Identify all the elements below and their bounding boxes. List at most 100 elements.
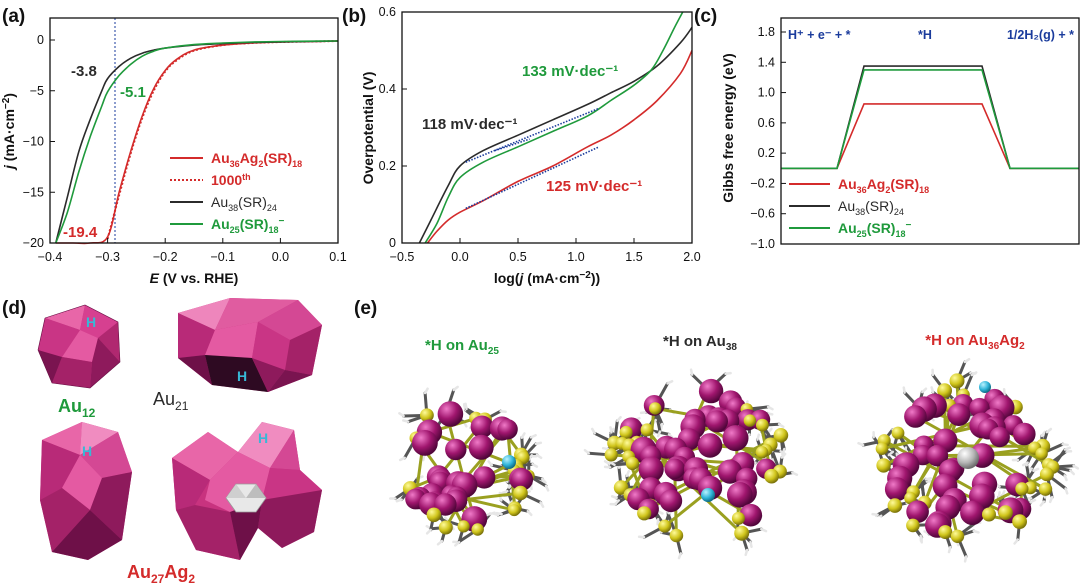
- legend-label-au25: Au25(SR)18−: [211, 216, 284, 235]
- hydrogen-bond: [656, 430, 662, 438]
- h-marker-au27ag2-b: H: [258, 430, 268, 446]
- chart-c-ytick-label: −0.2: [750, 176, 775, 190]
- gold-atom: [698, 378, 724, 404]
- chart-b-ytick-label: 0.2: [379, 159, 396, 173]
- hydrogen-bond: [1061, 442, 1069, 447]
- chart-b: −0.5 0.0 0.5 1.0 1.5 2.0 0 0.2 0.4 0.6 Overpotent…: [360, 5, 701, 286]
- hydrogen-bond: [659, 422, 664, 431]
- hydrogen-bond: [777, 422, 785, 429]
- sulfur-atom: [755, 446, 769, 459]
- sulfur-atom: [508, 504, 521, 517]
- gold-atom: [510, 468, 534, 491]
- gold-atom: [437, 401, 464, 427]
- chart-a-annot-au25: -5.1: [120, 84, 146, 101]
- hydrogen-bond: [1002, 388, 1006, 396]
- hydrogen-bond: [677, 552, 683, 560]
- hydrogen-bond: [1029, 498, 1037, 504]
- hydrogen-bond: [603, 460, 611, 466]
- sulfur-atom: [438, 520, 453, 535]
- chart-b-fit-1: [465, 146, 600, 210]
- sulfur-atom: [604, 448, 618, 462]
- cluster-au27ag2-elongated: H: [40, 422, 132, 560]
- hydrogen-bond: [603, 465, 612, 469]
- legend-label-1000th: 1000th: [211, 172, 251, 188]
- hydrogen-bond: [963, 555, 968, 563]
- hydrogen-bond: [791, 471, 799, 476]
- chart-a-ylabel: j (mA·cm−2): [1, 93, 17, 171]
- hydrogen-bond: [921, 387, 928, 394]
- chart-b-xtick-label: 0.5: [509, 250, 526, 264]
- panel-a-label: (a): [2, 6, 25, 27]
- panel-d: H Au12 H Au21: [37, 298, 322, 586]
- panel-c-label: (c): [694, 6, 717, 27]
- chart-b-frame: [401, 11, 693, 244]
- hydrogen-bond: [871, 512, 879, 516]
- gold-atom: [473, 466, 496, 489]
- chart-a-ytick-label: −15: [23, 185, 44, 199]
- chart-a-xtick-label: 0.0: [272, 250, 289, 264]
- sulfur-atom: [649, 402, 662, 415]
- hydrogen-bond: [656, 510, 664, 515]
- sulfur-atom: [658, 519, 672, 533]
- chart-b-annot-118: 118 mV·dec⁻¹: [422, 116, 517, 133]
- gold-atom: [884, 477, 909, 502]
- hydrogen-bond: [625, 470, 631, 478]
- chart-a-ytick-label: 0: [37, 33, 44, 47]
- panel-e: *H on Au25 *H on Au38 *H on Au36Ag2: [389, 332, 1080, 563]
- hydrogen-bond: [398, 412, 405, 418]
- h-marker-au21: H: [237, 368, 247, 384]
- gold-atom: [739, 503, 763, 527]
- hydrogen-bond: [425, 528, 432, 535]
- gold-atom: [727, 482, 753, 508]
- chart-c-series-2: [781, 69, 1079, 170]
- chart-a-series-3: [55, 40, 339, 244]
- chart-b-xtick-label: 1.0: [567, 250, 584, 264]
- sulfur-atom: [743, 414, 757, 427]
- sulfur-atom: [764, 468, 779, 484]
- hydrogen-bond: [902, 386, 906, 394]
- chart-a-series-0: [55, 40, 339, 245]
- hydrogen-bond: [766, 405, 774, 411]
- hydrogen-bond: [608, 461, 616, 467]
- chart-b-annot-125: 125 mV·dec⁻¹: [546, 178, 642, 195]
- chart-a-ytick-label: −5: [30, 84, 44, 98]
- chart-b-series-1: [424, 11, 684, 244]
- hydrogen-bond: [1045, 427, 1053, 434]
- hydrogen-bond: [423, 387, 429, 395]
- hydrogen-bond: [544, 484, 550, 492]
- sulfur-atom: [1038, 482, 1053, 496]
- hydrogen-bond: [1072, 464, 1080, 470]
- chart-a-xtick-label: 0.1: [329, 250, 346, 264]
- chart-c-ytick-label: 1.4: [758, 55, 775, 69]
- sulfur-atom: [420, 408, 434, 423]
- legend-c-label-au38: Au38(SR)24: [838, 198, 904, 217]
- hydrogen-bond: [1001, 489, 1006, 498]
- hydrogen-bond: [601, 446, 610, 451]
- hydrogen-bond: [422, 453, 426, 462]
- hydrogen-bond: [590, 427, 596, 435]
- h-marker-au27ag2-a: H: [82, 443, 92, 459]
- chart-b-ytick-label: 0.4: [379, 82, 396, 96]
- h-marker-au12: H: [86, 314, 96, 330]
- hydrogen-adsorbate-atom: [502, 455, 516, 469]
- gold-atom: [947, 403, 971, 426]
- hydrogen-bond: [520, 432, 526, 439]
- sulfur-atom: [1012, 514, 1027, 529]
- chart-b-xtick-label: 2.0: [683, 250, 700, 264]
- chart-b-ylabel: Overpotential (V): [360, 72, 376, 185]
- chart-a-ytick-label: −10: [23, 135, 44, 149]
- hydrogen-bond: [689, 368, 694, 376]
- sulfur-atom: [426, 507, 442, 523]
- gold-atom: [659, 489, 683, 513]
- hydrogen-bond: [857, 441, 865, 447]
- sulfur-atom: [982, 507, 996, 522]
- hydrogen-bond: [540, 477, 547, 484]
- panel-b-label: (b): [342, 6, 366, 27]
- hydrogen-bond: [930, 386, 935, 394]
- silver-atom: [957, 447, 979, 469]
- gold-atom: [470, 415, 494, 439]
- chart-b-annot-133: 133 mV·dec⁻¹: [522, 63, 618, 80]
- molecule-au38: [583, 368, 799, 560]
- gold-atom: [960, 500, 985, 525]
- hydrogen-bond: [1069, 469, 1076, 476]
